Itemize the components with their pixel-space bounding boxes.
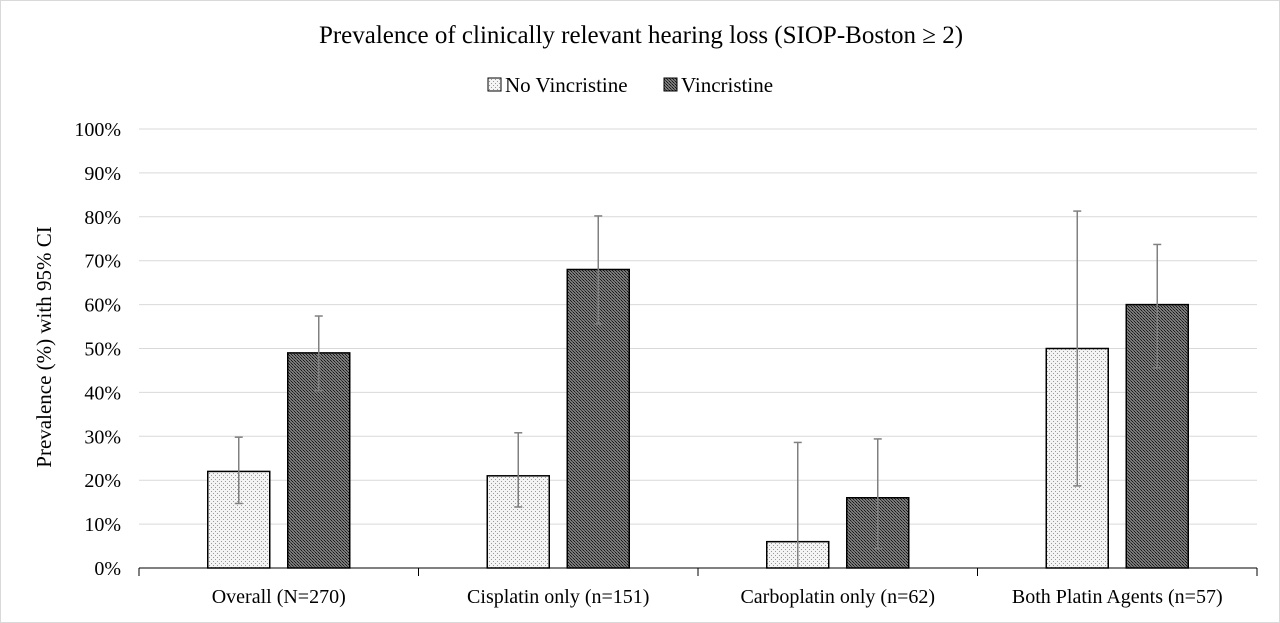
legend-swatch-vincristine [663, 77, 678, 92]
x-category-label: Cisplatin only (n=151) [467, 586, 649, 608]
y-tick-label: 30% [84, 426, 121, 448]
error-bars [234, 210, 1162, 569]
legend-swatch-no-vincristine [487, 77, 502, 92]
y-tick-label: 20% [84, 470, 121, 492]
y-tick-label: 40% [84, 382, 121, 404]
chart-title: Prevalence of clinically relevant hearin… [319, 22, 963, 49]
x-category-label: Overall (N=270) [212, 586, 346, 608]
y-axis-title: Prevalence (%) with 95% CI [32, 226, 56, 467]
y-tick-label: 60% [84, 295, 121, 317]
legend-label-no-vincristine: No Vincristine [505, 73, 628, 97]
y-tick-label: 10% [84, 514, 121, 536]
x-axis [138, 567, 1258, 576]
y-tick-label: 50% [84, 339, 121, 361]
y-tick-label: 70% [84, 251, 121, 273]
x-category-label: Carboplatin only (n=62) [740, 586, 935, 608]
x-axis-categories: Overall (N=270) Cisplatin only (n=151) Car… [212, 586, 1223, 608]
legend: No Vincristine Vincristine [487, 73, 773, 97]
y-tick-label: 80% [84, 207, 121, 229]
y-tick-label: 90% [84, 163, 121, 185]
y-tick-label: 0% [94, 558, 121, 580]
y-tick-label: 100% [74, 119, 121, 141]
x-category-label: Both Platin Agents (n=57) [1012, 586, 1223, 608]
legend-label-vincristine: Vincristine [681, 73, 773, 97]
y-axis-ticks: 0% 10% 20% 30% 40% 50% 60% 70% 80% 90% 100% [74, 119, 121, 580]
bars [207, 268, 1189, 569]
